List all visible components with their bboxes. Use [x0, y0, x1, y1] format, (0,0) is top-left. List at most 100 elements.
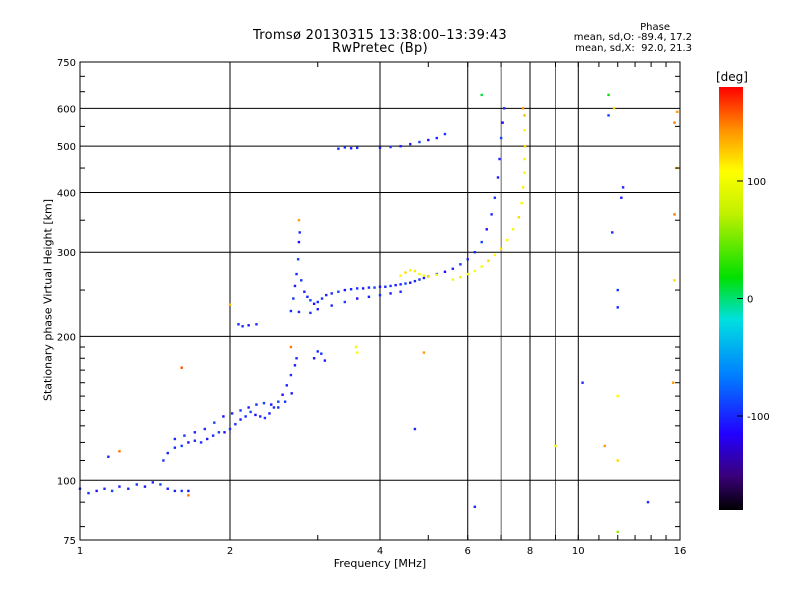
y-tick-label: 100 [57, 476, 76, 487]
data-point [173, 489, 177, 493]
data-point [234, 423, 237, 426]
data-point [355, 287, 359, 290]
data-point [620, 196, 623, 199]
data-point [289, 309, 293, 313]
data-point [493, 196, 497, 199]
data-point [616, 459, 619, 462]
data-point [343, 300, 347, 304]
data-point [95, 489, 98, 493]
data-point [367, 286, 371, 289]
data-point [320, 352, 323, 355]
data-point [616, 394, 619, 398]
data-point [255, 323, 258, 326]
data-point [180, 444, 183, 448]
data-point [418, 272, 421, 276]
data-point [244, 415, 247, 418]
data-point [480, 240, 483, 244]
data-point [496, 176, 500, 179]
data-point [511, 228, 515, 231]
data-point [554, 444, 557, 448]
data-point [487, 259, 490, 262]
data-point [523, 144, 527, 148]
data-point [272, 406, 276, 409]
data-point [249, 410, 252, 414]
data-point [343, 288, 347, 292]
data-point [316, 307, 319, 311]
x-tick-label: 8 [527, 546, 533, 557]
data-point [517, 216, 521, 219]
data-point [247, 324, 250, 327]
data-point [399, 283, 402, 286]
colorbar-tick-label: 100 [747, 177, 766, 188]
data-point [505, 238, 509, 242]
data-point [389, 292, 392, 295]
data-point [466, 272, 469, 276]
data-point [237, 323, 240, 326]
y-tick-label: 600 [57, 104, 76, 115]
data-point [480, 265, 483, 268]
data-point [521, 186, 525, 189]
data-point [523, 171, 526, 174]
data-point [399, 274, 402, 277]
data-point [292, 297, 295, 300]
data-point [151, 481, 155, 484]
data-point [239, 409, 242, 412]
data-point [520, 201, 523, 205]
data-point [281, 393, 284, 396]
data-point [443, 270, 447, 273]
data-point [255, 403, 258, 406]
axis-ticks: 1 2 4 6 8 10 16 75 100 200 300 400 500 600 750 [57, 58, 686, 557]
data-point [290, 392, 293, 395]
data-point [223, 431, 226, 434]
data-point [187, 489, 190, 493]
data-point [193, 431, 197, 434]
data-point [459, 275, 462, 279]
data-point [285, 384, 288, 387]
data-point [378, 146, 382, 150]
data-point [671, 381, 675, 384]
data-point [330, 304, 333, 307]
data-point [676, 110, 679, 114]
data-point [323, 359, 327, 362]
data-point [263, 416, 267, 420]
data-point [404, 282, 407, 285]
data-point [254, 413, 257, 417]
data-points [78, 93, 679, 534]
data-point [616, 306, 619, 309]
data-point [211, 434, 215, 437]
data-point [422, 351, 426, 354]
data-point [612, 107, 616, 110]
y-tick-label: 400 [57, 188, 76, 199]
data-point [361, 287, 365, 290]
data-point [378, 293, 382, 297]
data-point [259, 415, 262, 418]
data-point [435, 136, 438, 140]
data-point [107, 455, 110, 458]
data-point [413, 279, 417, 283]
data-point [422, 274, 426, 277]
data-point [241, 325, 244, 328]
data-point [203, 427, 206, 431]
data-point [183, 434, 186, 437]
data-point [303, 290, 306, 293]
data-point [180, 489, 183, 493]
data-point [498, 157, 501, 161]
data-point [523, 114, 526, 117]
data-point [611, 231, 614, 234]
data-point [228, 303, 232, 306]
y-tick-label: 750 [57, 58, 76, 69]
data-point [389, 284, 392, 288]
data-point [187, 441, 190, 444]
data-point [451, 278, 455, 281]
chart-subtitle: RwPretec (Bp) [332, 41, 428, 56]
data-point [309, 299, 312, 302]
data-point [297, 219, 301, 222]
data-point [581, 381, 584, 384]
data-point [673, 213, 676, 216]
data-point [316, 300, 319, 304]
data-point [384, 285, 387, 288]
x-tick-label: 4 [377, 546, 383, 557]
data-point [297, 310, 301, 314]
data-point [409, 269, 412, 272]
data-point [330, 292, 333, 295]
